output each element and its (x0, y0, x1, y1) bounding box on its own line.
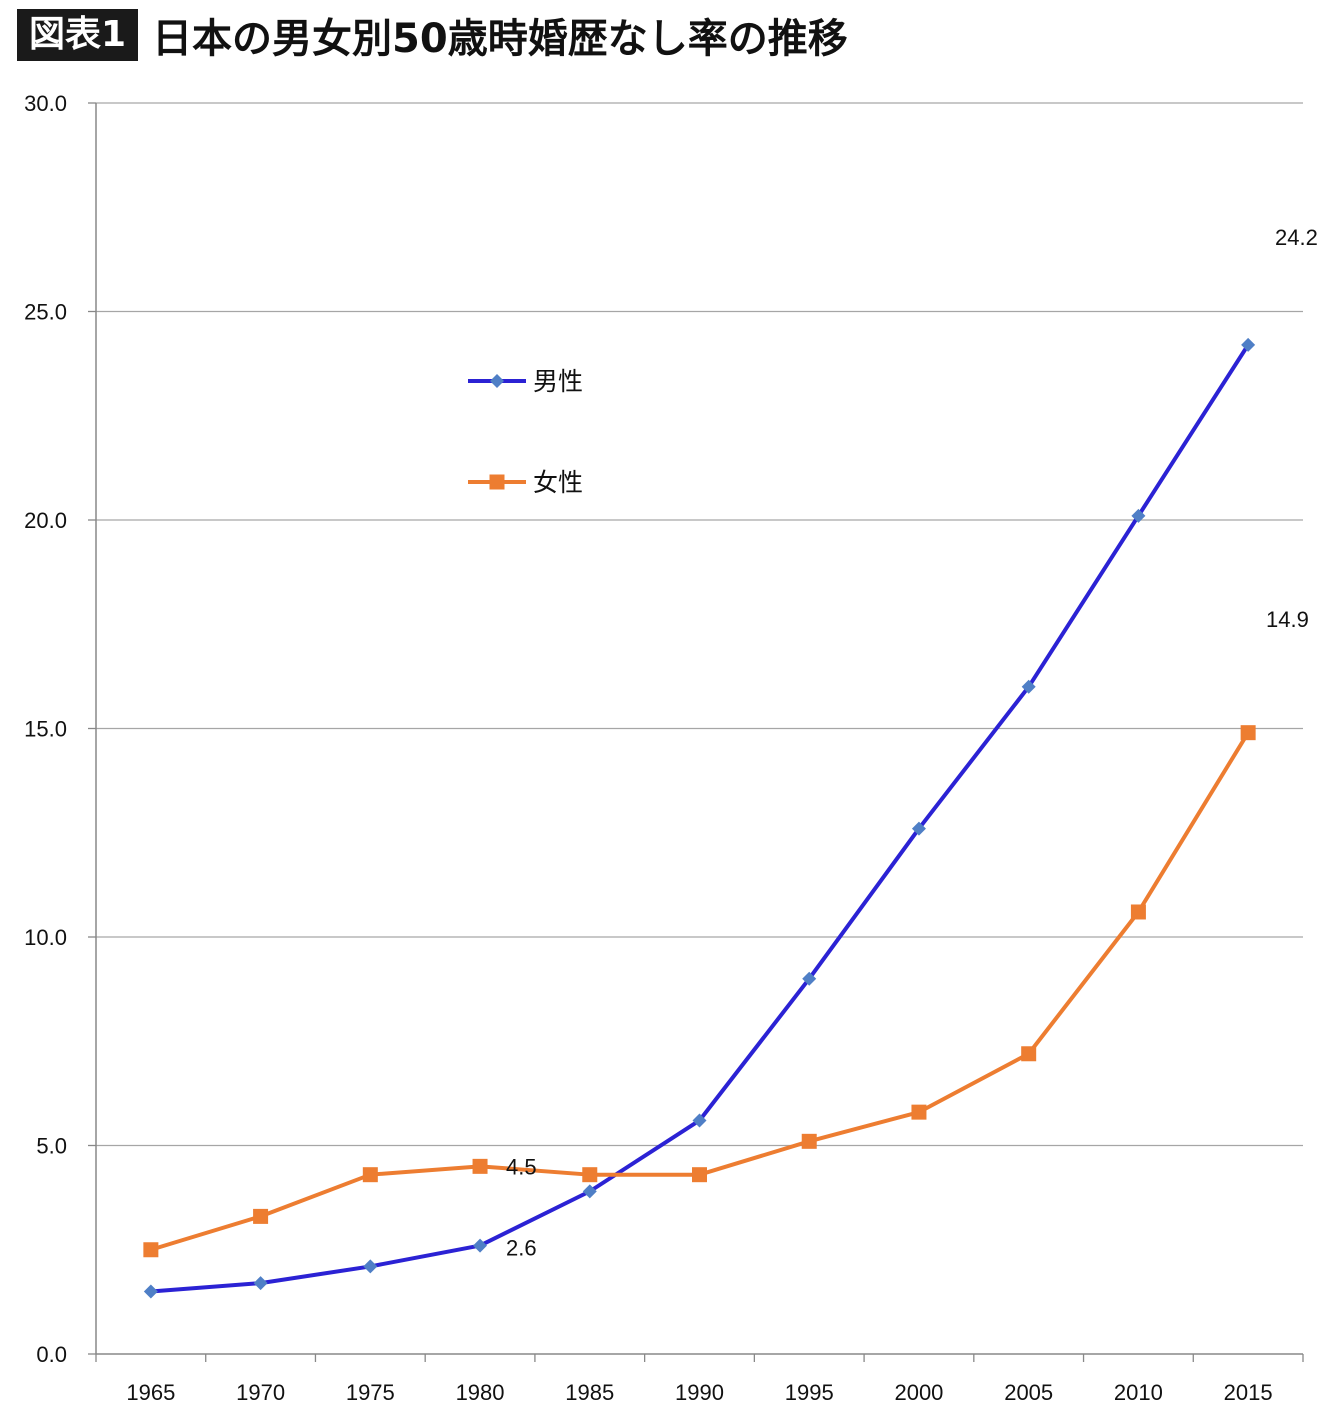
title-row: 図表1 日本の男女別50歳時婚歴なし率の推移 (17, 8, 848, 62)
series-group (143, 337, 1256, 1299)
y-tick-label: 30.0 (24, 91, 67, 116)
x-tick-label: 1975 (346, 1380, 395, 1405)
female-point-1990 (692, 1167, 707, 1183)
female-point-2015 (1240, 725, 1256, 741)
x-tick-label: 1990 (675, 1380, 724, 1405)
y-tick-label: 20.0 (24, 508, 67, 533)
data-label: 2.6 (506, 1236, 537, 1261)
series-line-male (148, 342, 1251, 1294)
y-axis-ticks: 0.0 5.0 10.0 15.0 20.0 25.0 30.0 (24, 91, 96, 1367)
figure-badge: 図表1 (17, 9, 139, 61)
legend-marker-male (490, 374, 504, 388)
male-point-1995 (802, 971, 817, 986)
data-label: 4.5 (506, 1154, 537, 1179)
x-tick-label: 1970 (236, 1380, 285, 1405)
y-tick-label: 10.0 (24, 925, 67, 950)
legend-label-female: 女性 (533, 468, 583, 497)
male-point-1985 (582, 1184, 597, 1199)
male-point-1970 (253, 1276, 268, 1291)
male-point-1980 (473, 1238, 488, 1253)
x-tick-label: 1965 (126, 1380, 175, 1405)
female-point-2010 (1130, 904, 1146, 920)
x-axis-ticks: 1965 1970 1975 1980 1985 1990 1995 2000 2005 2010… (95, 1354, 1304, 1405)
male-point-1990 (692, 1113, 707, 1128)
y-tick-label: 0.0 (36, 1342, 67, 1367)
male-point-2015 (1241, 337, 1256, 352)
male-point-1965 (143, 1284, 158, 1299)
legend-label-male: 男性 (533, 367, 583, 396)
male-point-2005 (1021, 679, 1036, 694)
female-point-1965 (143, 1242, 159, 1258)
y-tick-label: 25.0 (24, 300, 67, 325)
female-point-2000 (911, 1104, 927, 1120)
x-tick-label: 1995 (785, 1380, 834, 1405)
y-tick-label: 15.0 (24, 717, 67, 742)
gridlines (96, 102, 1303, 1147)
legend-marker-female (489, 474, 505, 490)
x-tick-label: 2015 (1224, 1380, 1273, 1405)
female-point-2005 (1021, 1046, 1037, 1062)
male-point-2000 (911, 821, 926, 836)
data-label: 24.2 (1275, 225, 1318, 250)
data-annotations: 24.2 14.9 4.5 2.6 (506, 225, 1318, 1261)
female-point-1985 (582, 1167, 598, 1183)
x-tick-label: 2010 (1114, 1380, 1163, 1405)
female-point-1970 (253, 1208, 269, 1224)
male-point-1975 (363, 1259, 378, 1274)
female-point-1995 (801, 1133, 817, 1149)
female-point-1980 (472, 1158, 488, 1174)
male-point-2010 (1131, 508, 1146, 523)
y-tick-label: 5.0 (36, 1134, 67, 1159)
chart-title: 日本の男女別50歳時婚歴なし率の推移 (152, 16, 848, 62)
x-tick-label: 1985 (565, 1380, 614, 1405)
female-point-1975 (362, 1167, 378, 1183)
x-tick-label: 2000 (894, 1380, 943, 1405)
x-tick-label: 2005 (1004, 1380, 1053, 1405)
data-label: 14.9 (1266, 607, 1309, 632)
x-tick-label: 1980 (456, 1380, 505, 1405)
